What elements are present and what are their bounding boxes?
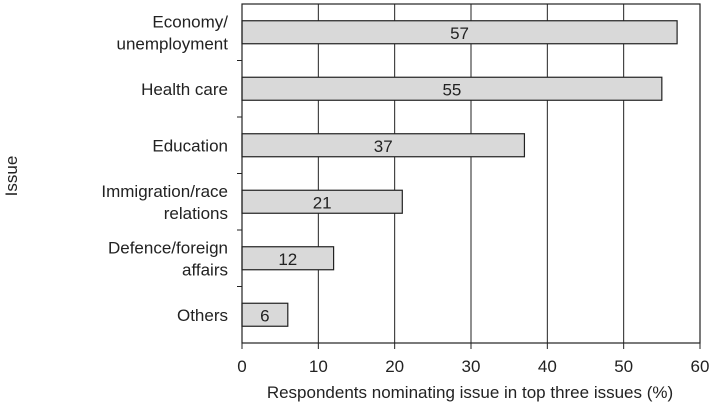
x-tick-label-60: 60 — [691, 357, 710, 376]
data-label-4: 21 — [313, 193, 332, 212]
x-tick-labels: 0 10 20 30 40 50 60 — [237, 357, 709, 376]
x-tick-label-40: 40 — [538, 357, 557, 376]
category-labels: Economy/unemployment Health care Education… — [101, 12, 228, 325]
data-label-3: 37 — [374, 137, 393, 156]
category-label-1: unemployment — [116, 34, 228, 53]
x-tick-label-50: 50 — [614, 357, 633, 376]
x-tick-label-20: 20 — [385, 357, 404, 376]
data-label-5: 12 — [278, 250, 297, 269]
category-label-5: Defence/foreign — [108, 238, 228, 257]
category-label-3: Education — [152, 136, 228, 155]
x-tick-label-10: 10 — [309, 357, 328, 376]
data-label-1: 57 — [450, 24, 469, 43]
bar-series: 57 55 37 21 12 6 — [241, 20, 678, 327]
chart-axes — [237, 3, 701, 349]
category-label-5: affairs — [182, 260, 228, 279]
category-label-4: Immigration/race — [101, 182, 228, 201]
data-label-6: 6 — [260, 306, 269, 325]
y-axis-label: Issue — [2, 156, 21, 197]
data-label-2: 55 — [442, 80, 461, 99]
vertical-gridlines — [317, 4, 625, 343]
category-label-2: Health care — [141, 80, 228, 99]
category-label-6: Others — [177, 306, 228, 325]
category-label-1: Economy/ — [152, 12, 228, 31]
x-axis-label: Respondents nominating issue in top thre… — [267, 383, 673, 402]
x-tick-label-0: 0 — [237, 357, 246, 376]
category-label-4: relations — [164, 204, 228, 223]
x-tick-label-30: 30 — [462, 357, 481, 376]
